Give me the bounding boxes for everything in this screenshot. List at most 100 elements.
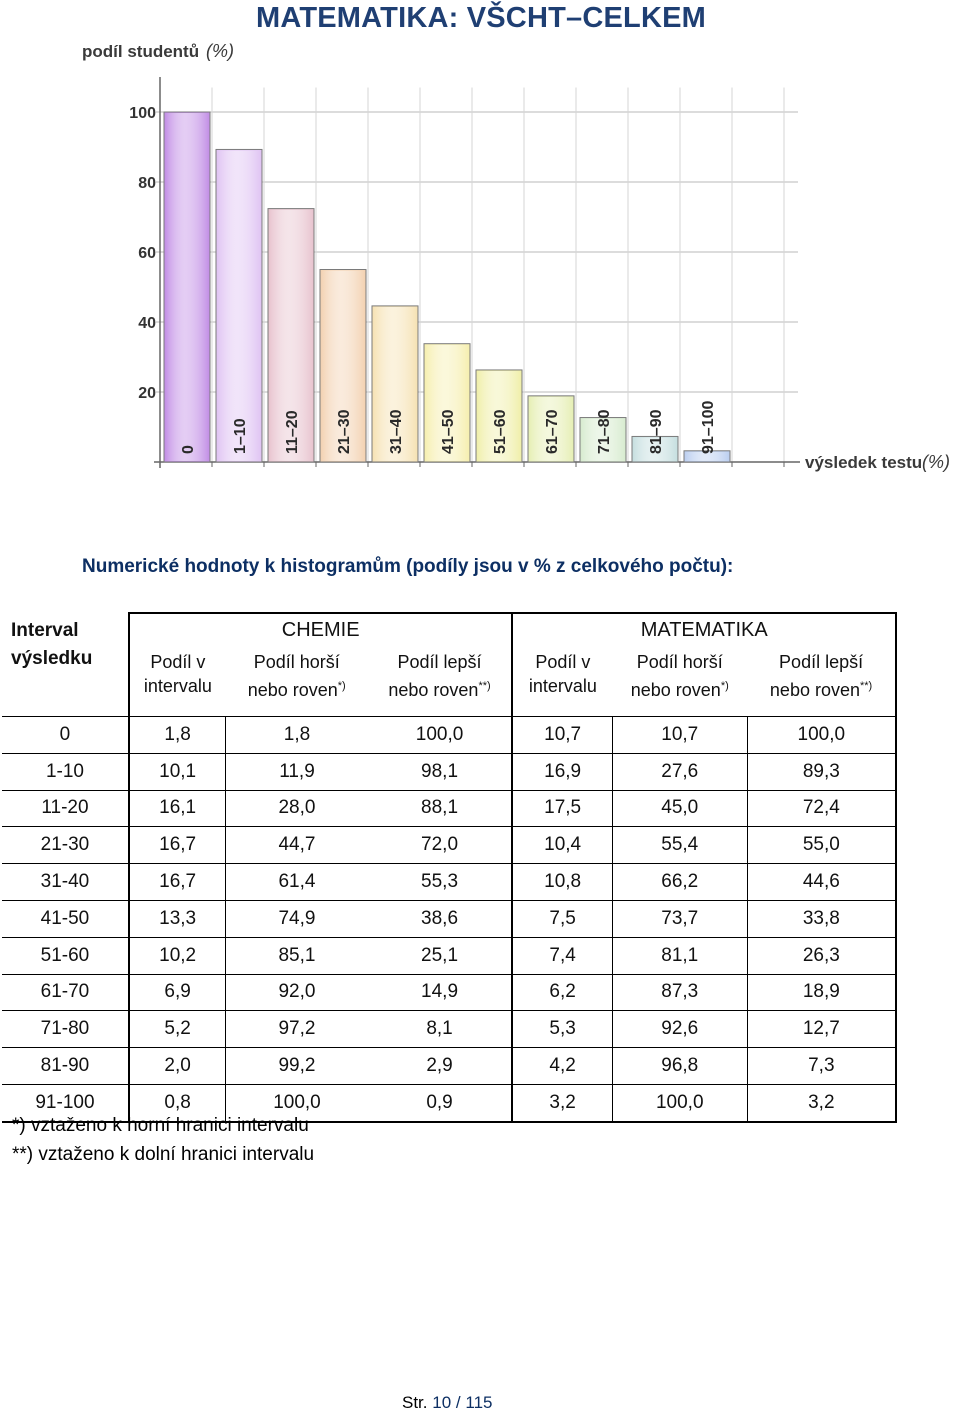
value-cell: 1,8 — [128, 716, 227, 754]
x-category-label: 71–80 — [596, 409, 613, 454]
footnote-horni: *) vztaženo k horní hranici intervalu — [12, 1115, 309, 1136]
page-number: Str. 10 / 115 — [402, 1393, 492, 1413]
x-axis-unit: (%) — [922, 452, 950, 472]
value-cell: 45,0 — [612, 789, 748, 827]
value-cell: 5,2 — [128, 1010, 227, 1048]
value-cell: 100,0 — [225, 1083, 368, 1123]
table-row: 21-30 16,7 44,7 72,0 10,4 55,4 55,0 — [2, 826, 897, 864]
value-cell: 89,3 — [747, 752, 897, 791]
value-cell: 25,1 — [367, 936, 514, 975]
table-row: 0 1,8 1,8 100,0 10,7 10,7 100,0 — [2, 716, 897, 754]
value-cell: 2,0 — [128, 1047, 227, 1085]
value-cell: 92,6 — [612, 1010, 748, 1048]
value-cell: 33,8 — [747, 899, 897, 938]
value-cell: 87,3 — [612, 973, 748, 1011]
table-row: 31-40 16,7 61,4 55,3 10,8 66,2 44,6 — [2, 863, 897, 901]
value-cell: 6,2 — [512, 973, 613, 1011]
value-cell: 4,2 — [512, 1047, 613, 1085]
value-cell: 16,1 — [128, 789, 227, 827]
histogram-bar-shade — [321, 270, 365, 461]
value-cell: 3,2 — [747, 1083, 897, 1123]
value-cell: 6,9 — [128, 973, 227, 1011]
y-tick-label: 80 — [138, 175, 156, 192]
histogram-chart: 20 40 60 80 100 0 1–10 11–20 21–30 31–40 41–50 51–6… — [82, 41, 950, 472]
value-cell: 72,0 — [367, 826, 514, 864]
histogram-bar-shade — [425, 344, 469, 461]
table-body: 0 1,8 1,8 100,0 10,7 10,7 100,0 1-10 10,1 11,9 98,… — [2, 716, 897, 1123]
y-tick-label: 40 — [138, 315, 156, 332]
value-cell: 55,4 — [612, 826, 748, 864]
y-tick-label: 60 — [138, 245, 156, 262]
x-category-label: 1–10 — [232, 418, 249, 454]
value-cell: 10,7 — [512, 716, 613, 754]
interval-cell: 71-80 — [2, 1010, 130, 1048]
value-cell: 38,6 — [367, 899, 514, 938]
value-cell: 2,9 — [367, 1047, 514, 1085]
interval-cell: 21-30 — [2, 826, 130, 864]
value-cell: 96,8 — [612, 1047, 748, 1085]
matematika-podil-horsi-header: Podíl horší nebo roven*) — [630, 652, 729, 700]
chemie-podil-lepsi-header: Podíl lepší nebo roven**) — [367, 647, 514, 717]
x-category-label: 41–50 — [440, 409, 457, 454]
value-cell: 85,1 — [225, 936, 368, 975]
histogram-bar-shade — [477, 370, 521, 461]
chart-bars — [163, 111, 731, 463]
value-cell: 13,3 — [128, 899, 227, 938]
chemie-podil-horsi-header: Podíl horší nebo roven*) — [247, 652, 346, 700]
value-cell: 61,4 — [225, 863, 368, 901]
value-cell: 17,5 — [512, 789, 613, 827]
x-category-label: 21–30 — [336, 409, 353, 454]
y-tick-label: 100 — [129, 105, 156, 122]
value-cell: 92,0 — [225, 973, 368, 1011]
statistics-table: Interval výsledku CHEMIE MATEMATIKA Podí… — [2, 612, 897, 1123]
value-cell: 10,4 — [512, 826, 613, 864]
value-cell: 0,8 — [128, 1083, 227, 1123]
value-cell: 3,2 — [512, 1083, 613, 1123]
chart-title: MATEMATIKA: VŠCHT–CELKEM — [256, 2, 706, 34]
value-cell: 11,9 — [225, 752, 368, 791]
matematika-podil-interval-header: Podíl v intervalu — [528, 652, 597, 696]
x-category-label: 91–100 — [700, 401, 717, 454]
table-row: 41-50 13,3 74,9 38,6 7,5 73,7 33,8 — [2, 899, 897, 938]
footnote-dolni: **) vztaženo k dolní hranici intervalu — [12, 1144, 315, 1165]
x-category-label: 81–90 — [648, 409, 665, 454]
value-cell: 55,0 — [747, 826, 897, 864]
interval-cell: 1-10 — [2, 752, 130, 791]
value-cell: 100,0 — [747, 716, 897, 754]
table-row: 1-10 10,1 11,9 98,1 16,9 27,6 89,3 — [2, 752, 897, 791]
value-cell: 88,1 — [367, 789, 514, 827]
value-cell: 74,9 — [225, 899, 368, 938]
value-cell: 16,9 — [512, 752, 613, 791]
value-cell: 100,0 — [612, 1083, 748, 1123]
table-caption: Numerické hodnoty k histogramům (podíly … — [82, 556, 734, 577]
page-separator: / — [455, 1393, 461, 1412]
value-cell: 100,0 — [367, 716, 514, 754]
value-cell: 1,8 — [225, 716, 368, 754]
chart-labels: 20 40 60 80 100 0 1–10 11–20 21–30 31–40 41–50 51–6… — [82, 41, 950, 472]
table-row: 91-100 0,8 100,0 0,9 3,2 100,0 3,2 — [2, 1083, 897, 1123]
value-cell: 66,2 — [612, 863, 748, 901]
table-row: 81-90 2,0 99,2 2,9 4,2 96,8 7,3 — [2, 1047, 897, 1085]
value-cell: 18,9 — [747, 973, 897, 1011]
value-cell: 55,3 — [367, 863, 514, 901]
value-cell: 16,7 — [128, 826, 227, 864]
value-cell: 16,7 — [128, 863, 227, 901]
matematika-group-header: MATEMATIKA — [512, 612, 897, 647]
table-row: 71-80 5,2 97,2 8,1 5,3 92,6 12,7 — [2, 1010, 897, 1048]
x-category-label: 51–60 — [492, 409, 509, 454]
value-cell: 10,7 — [612, 716, 748, 754]
value-cell: 8,1 — [367, 1010, 514, 1048]
value-cell: 44,6 — [747, 863, 897, 901]
interval-column-header: Interval výsledku — [2, 613, 130, 717]
value-cell: 7,3 — [747, 1047, 897, 1085]
value-cell: 27,6 — [612, 752, 748, 791]
value-cell: 81,1 — [612, 936, 748, 975]
value-cell: 98,1 — [367, 752, 514, 791]
page-total: 115 — [465, 1393, 493, 1412]
value-cell: 73,7 — [612, 899, 748, 938]
value-cell: 10,1 — [128, 752, 227, 791]
page-prefix: Str. — [402, 1393, 428, 1412]
y-axis-title: podíl studentů — [82, 42, 199, 61]
value-cell: 7,5 — [512, 899, 613, 938]
value-cell: 44,7 — [225, 826, 368, 864]
